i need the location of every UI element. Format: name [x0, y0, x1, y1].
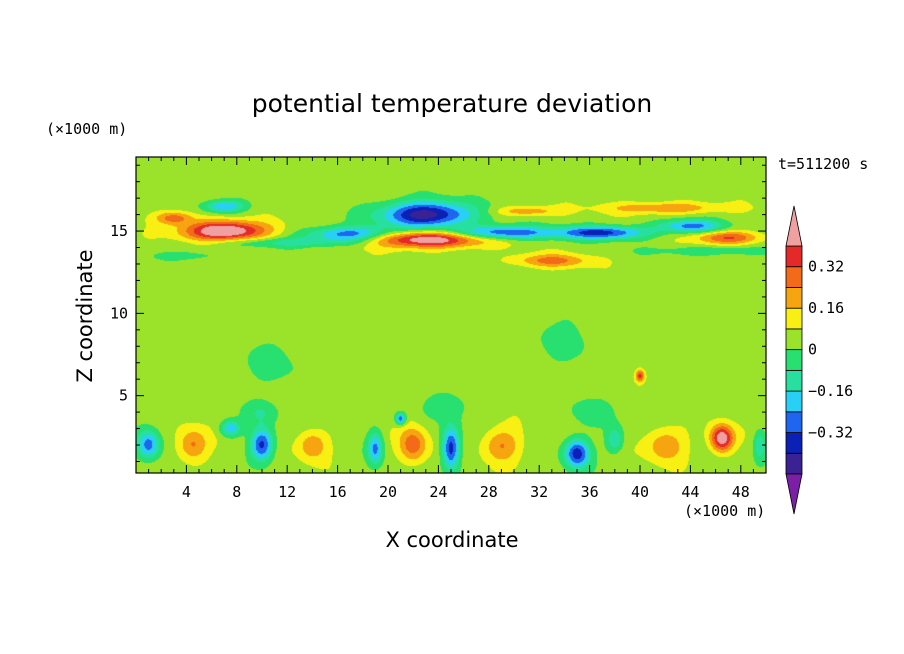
y-tick-label: 10 — [110, 304, 128, 322]
colorbar-band — [785, 349, 803, 371]
x-tick-label: 48 — [732, 483, 750, 501]
colorbar-label: −0.16 — [808, 382, 853, 400]
x-axis: 4 8 12 16 20 24 28 32 36 40 44 48 — [148, 157, 754, 501]
x-tick-label: 24 — [429, 483, 447, 501]
x-tick-label: 20 — [379, 483, 397, 501]
time-label: t=511200 s — [778, 155, 868, 173]
x-axis-label: X coordinate — [385, 528, 518, 552]
chart-title: potential temperature deviation — [252, 89, 652, 118]
colorbar-label: 0.32 — [808, 258, 844, 276]
x-tick-label: 40 — [631, 483, 649, 501]
x-tick-label: 8 — [232, 483, 241, 501]
x-tick-label: 4 — [182, 483, 191, 501]
colorbar-band — [785, 452, 803, 475]
colorbar-label: 0.16 — [808, 299, 844, 317]
colorbar-label: 0 — [808, 341, 817, 359]
colorbar: 0.32 0.16 0 −0.16 −0.32 — [785, 205, 853, 515]
colorbar-band — [785, 328, 803, 351]
contour-field — [136, 157, 766, 473]
y-axis: 5 10 15 — [110, 164, 766, 462]
colorbar-band — [785, 287, 803, 309]
colorbar-label: −0.32 — [808, 424, 853, 442]
colorbar-band — [785, 266, 803, 288]
colorbar-band — [785, 411, 803, 433]
y-axis-label: Z coordinate — [73, 249, 97, 382]
colorbar-band — [785, 390, 803, 413]
x-tick-label: 28 — [480, 483, 498, 501]
colorbar-band — [785, 245, 803, 268]
x-tick-label: 32 — [530, 483, 548, 501]
x-tick-label: 12 — [278, 483, 296, 501]
y-unit-label: (×1000 m) — [46, 120, 127, 138]
y-tick-label: 5 — [119, 387, 128, 405]
x-unit-label: (×1000 m) — [684, 502, 765, 520]
x-tick-label: 44 — [681, 483, 699, 501]
x-tick-label: 36 — [581, 483, 599, 501]
colorbar-band — [785, 432, 803, 454]
colorbar-band — [785, 369, 803, 392]
x-tick-label: 16 — [329, 483, 347, 501]
y-tick-label: 15 — [110, 222, 128, 240]
colorbar-band — [785, 307, 803, 330]
colorbar-max-arrow — [785, 205, 803, 247]
colorbar-min-arrow — [785, 473, 803, 515]
